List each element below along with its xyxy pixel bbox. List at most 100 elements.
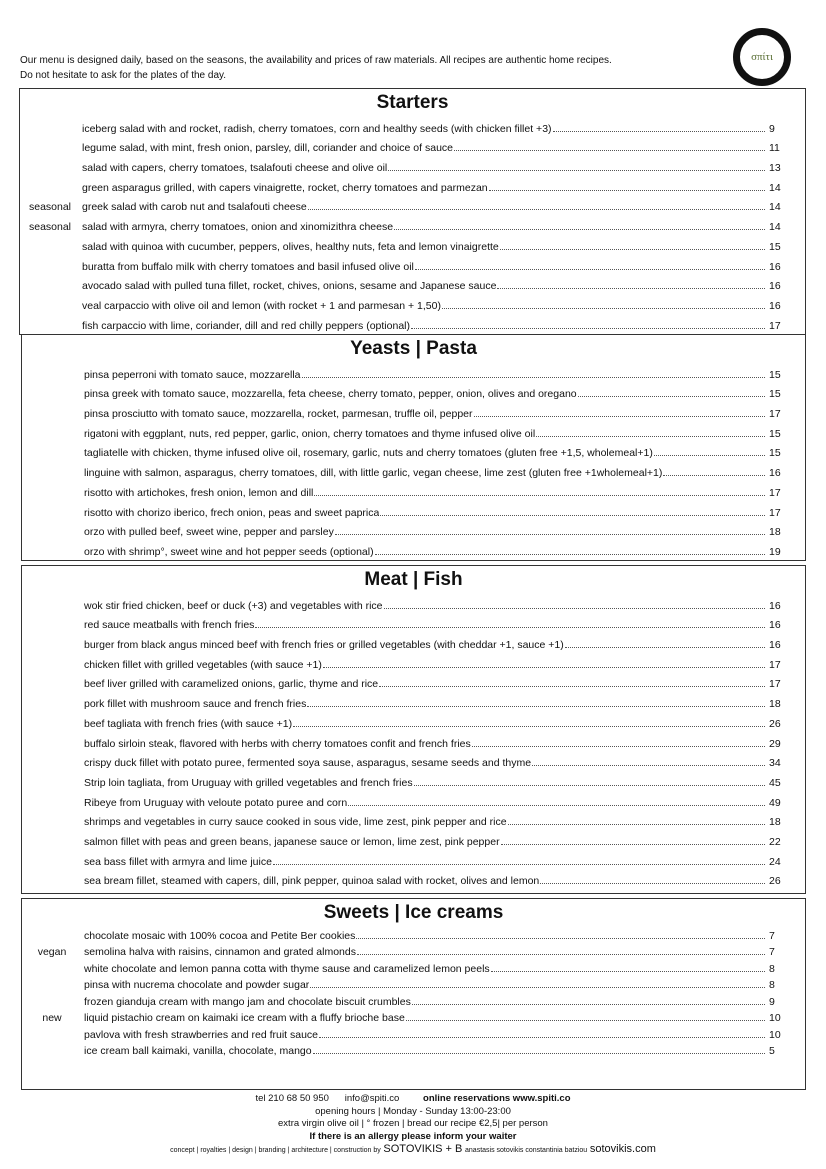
item-price: 45 (769, 776, 781, 789)
dotted-leader (488, 189, 765, 191)
item-price: 18 (769, 526, 781, 539)
item-tag: seasonal (28, 221, 72, 234)
item-name: beef tagliata with french fries (with sa… (84, 717, 293, 730)
dotted-leader (507, 824, 765, 826)
item-price: 22 (769, 835, 781, 848)
notes: extra virgin olive oil | ° frozen | brea… (278, 1118, 548, 1129)
dotted-leader (322, 666, 765, 668)
menu-item: pavlova with fresh strawberries and red … (22, 1024, 805, 1041)
dotted-leader (356, 954, 765, 955)
dotted-leader (255, 627, 765, 629)
dotted-leader (413, 784, 765, 786)
item-name: sea bream fillet, steamed with capers, d… (84, 875, 540, 888)
menu-item: Strip loin tagliata, from Uruguay with g… (22, 769, 805, 789)
dotted-leader (454, 150, 765, 152)
item-price: 15 (769, 427, 781, 440)
item-price: 14 (769, 181, 781, 194)
dotted-leader (293, 725, 765, 727)
item-name: pinsa greek with tomato sauce, mozzarell… (84, 388, 577, 401)
dotted-leader (411, 1003, 765, 1005)
credits: concept | royalties | design | branding … (170, 1147, 381, 1154)
item-name: salad with quinoa with cucumber, peppers… (82, 240, 499, 253)
menu-item: sea bream fillet, steamed with capers, d… (22, 868, 805, 888)
item-name: veal carpaccio with olive oil and lemon … (82, 299, 441, 312)
item-price: 15 (769, 447, 781, 460)
menu-item: risotto with artichokes, fresh onion, le… (22, 479, 805, 499)
menu-item: orzo with pulled beef, sweet wine, peppe… (22, 519, 805, 539)
dotted-leader (319, 1036, 765, 1038)
menu-item: avocado salad with pulled tuna fillet, r… (20, 273, 805, 293)
dotted-leader (552, 130, 765, 132)
item-price: 17 (769, 506, 781, 519)
section-title: Starters (376, 92, 449, 113)
studio: SOTOVIKIS + B (383, 1143, 463, 1155)
menu-item: Ribeye from Uruguay with veloute potato … (22, 789, 805, 809)
dotted-leader (532, 765, 765, 767)
menu-item: linguine with salmon, asparagus, cherry … (22, 459, 805, 479)
item-price: 17 (769, 678, 781, 691)
item-name: iceberg salad with and rocket, radish, c… (82, 122, 552, 135)
item-price: 29 (769, 737, 781, 750)
dotted-leader (499, 248, 765, 250)
item-price: 15 (769, 368, 781, 381)
menu-item: pork fillet with mushroom sauce and fren… (22, 690, 805, 710)
section-title: Sweets | Ice creams (323, 902, 504, 923)
item-name: green asparagus grilled, with capers vin… (82, 181, 488, 194)
menu-item: green asparagus grilled, with capers vin… (20, 174, 805, 194)
menu-item: crispy duck fillet with potato puree, fe… (22, 750, 805, 770)
item-price: 15 (769, 388, 781, 401)
logo-text: σπίτι (751, 51, 773, 63)
item-price: 16 (769, 280, 781, 293)
dotted-leader (564, 647, 765, 649)
item-price: 17 (769, 658, 781, 671)
item-name: pinsa peperroni with tomato sauce, mozza… (84, 368, 301, 381)
dotted-leader (536, 435, 765, 437)
item-price: 14 (769, 201, 781, 214)
item-price: 16 (769, 619, 781, 632)
opening-hours: opening hours | Monday - Sunday 13:00-23… (315, 1105, 511, 1117)
dotted-leader (414, 268, 765, 270)
menu-item: fish carpaccio with lime, coriander, dil… (20, 312, 805, 332)
menu-item: frozen gianduja cream with mango jam and… (22, 991, 805, 1008)
item-price: 7 (769, 929, 775, 942)
menu-item: pinsa with nucrema chocolate and powder … (22, 975, 805, 991)
dotted-leader (497, 288, 765, 290)
menu-item: rigatoni with eggplant, nuts, red pepper… (22, 420, 805, 440)
menu-item: seasonal salad with armyra, cherry tomato… (20, 213, 805, 233)
item-price: 11 (769, 142, 780, 155)
item-name: salad with capers, cherry tomatoes, tsal… (82, 162, 388, 175)
dotted-leader (374, 553, 765, 555)
item-name: greek salad with carob nut and tsalafout… (82, 201, 307, 214)
menu-item: vegan semolina halva with raisins, cinnam… (22, 942, 805, 958)
item-name: chocolate mosaic with 100% cocoa and Pet… (84, 929, 356, 942)
item-name: crispy duck fillet with potato puree, fe… (84, 757, 532, 770)
item-tag: seasonal (28, 201, 72, 214)
item-price: 14 (769, 221, 781, 234)
item-tag: new (42, 1012, 62, 1024)
allergy-note: If there is an allergy please inform you… (309, 1130, 517, 1142)
section-yeasts-pasta: Yeasts | Pasta pinsa peperroni with tomat… (21, 334, 806, 561)
menu-item: red sauce meatballs with french fries 16 (22, 612, 805, 632)
dotted-leader (653, 455, 765, 457)
item-name: Strip loin tagliata, from Uruguay with g… (84, 776, 413, 789)
reservations-link[interactable]: online reservations www.spiti.co (423, 1093, 571, 1104)
dotted-leader (490, 970, 765, 972)
item-price: 8 (769, 979, 775, 991)
menu-item: pinsa prosciutto with tomato sauce, mozz… (22, 400, 805, 420)
item-price: 26 (769, 717, 781, 730)
item-price: 18 (769, 698, 781, 711)
dotted-leader (272, 863, 765, 865)
menu-item: chocolate mosaic with 100% cocoa and Pet… (22, 925, 805, 942)
dotted-leader (471, 745, 765, 747)
item-name: pinsa with nucrema chocolate and powder … (84, 979, 310, 991)
email-link[interactable]: info@spiti.co (344, 1093, 400, 1104)
item-name: frozen gianduja cream with mango jam and… (84, 995, 411, 1008)
menu-item: ice cream ball kaimaki, vanilla, chocola… (22, 1041, 805, 1057)
menu-item: salad with capers, cherry tomatoes, tsal… (20, 154, 805, 174)
dotted-leader (380, 514, 765, 516)
footer: tel 210 68 50 950 info@spiti.co online r… (0, 1093, 826, 1158)
item-name: buffalo sirloin steak, flavored with her… (84, 737, 471, 750)
menu-item: sea bass fillet with armyra and lime jui… (22, 848, 805, 868)
dotted-leader (473, 416, 765, 418)
menu-item: beef liver grilled with caramelized onio… (22, 671, 805, 691)
